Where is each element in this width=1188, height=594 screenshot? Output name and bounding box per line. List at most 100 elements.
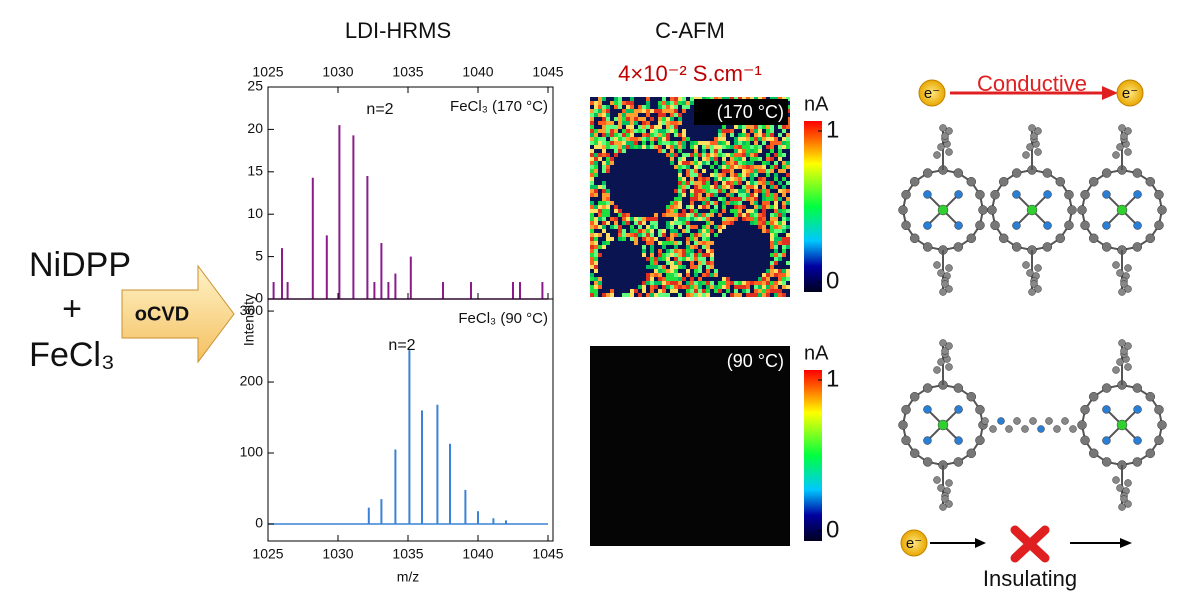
afm-pixel [782, 161, 786, 165]
afm-pixel [698, 229, 702, 233]
afm-pixel [614, 141, 618, 145]
afm-pixel [666, 241, 670, 245]
afm-pixel [646, 265, 650, 269]
afm-pixel [678, 173, 682, 177]
afm-pixel [682, 145, 686, 149]
afm-pixel [658, 149, 662, 153]
afm-pixel [590, 121, 594, 125]
afm-pixel [694, 161, 698, 165]
afm-pixel [690, 169, 694, 173]
afm-pixel [686, 289, 690, 293]
afm-pixel [630, 237, 634, 241]
afm-pixel [594, 185, 598, 189]
afm-pixel [766, 129, 770, 133]
afm-pixel [598, 97, 602, 101]
afm-pixel [630, 137, 634, 141]
afm-pixel [678, 217, 682, 221]
afm-pixel [746, 217, 750, 221]
afm-pixel [678, 113, 682, 117]
afm-pixel [726, 185, 730, 189]
afm-pixel [634, 145, 638, 149]
afm-pixel [590, 205, 594, 209]
afm-pixel [754, 125, 758, 129]
afm-pixel [702, 245, 706, 249]
afm-pixel [602, 169, 606, 173]
afm-pixel [714, 181, 718, 185]
afm-pixel [714, 209, 718, 213]
afm-pixel [590, 133, 594, 137]
afm-pixel [698, 253, 702, 257]
atom [1157, 420, 1167, 430]
afm-pixel [678, 185, 682, 189]
atom [1116, 204, 1128, 216]
afm-pixel [746, 145, 750, 149]
afm-pixel [646, 217, 650, 221]
afm-pixel [594, 145, 598, 149]
afm-pixel [742, 281, 746, 285]
afm-pixel [694, 153, 698, 157]
afm-pixel [690, 265, 694, 269]
electron [1116, 79, 1144, 107]
afm-pixel [654, 145, 658, 149]
afm-pixel [658, 141, 662, 145]
afm-pixel [770, 265, 774, 269]
afm-pixel [782, 125, 786, 129]
afm-pixel [658, 293, 662, 297]
afm-pixel [742, 125, 746, 129]
afm-pixel [630, 97, 634, 101]
afm-pixel [754, 217, 758, 221]
afm-pixel [690, 233, 694, 237]
afm-pixel [594, 113, 598, 117]
afm-pixel [770, 237, 774, 241]
afm-pixel [718, 189, 722, 193]
atom [989, 425, 997, 433]
afm-pixel [686, 185, 690, 189]
afm-pixel [590, 237, 594, 241]
atom [1116, 143, 1124, 151]
afm-pixel [774, 141, 778, 145]
afm-pixel [742, 185, 746, 189]
afm-pixel [690, 201, 694, 205]
afm-pixel [710, 265, 714, 269]
afm-pixel [738, 161, 742, 165]
afm-pixel [726, 289, 730, 293]
afm-pixel [690, 153, 694, 157]
afm-pixel [754, 149, 758, 153]
afm-pixel [782, 237, 786, 241]
atom [953, 457, 964, 467]
afm-pixel [638, 145, 642, 149]
afm-pixel [646, 97, 650, 101]
afm-pixel [650, 237, 654, 241]
afm-pixel [666, 109, 670, 113]
afm-pixel [766, 137, 770, 141]
atom [945, 264, 953, 272]
afm-pixel [650, 257, 654, 261]
afm-pixel [598, 185, 602, 189]
afm-pixel [646, 109, 650, 113]
afm-pixel [670, 229, 674, 233]
afm-pixel [742, 189, 746, 193]
afm-pixel [690, 97, 694, 101]
afm-pixel [770, 241, 774, 245]
afm-pixel [602, 241, 606, 245]
afm-pixel [618, 229, 622, 233]
afm-pixel [678, 161, 682, 165]
afm-pixel [730, 189, 734, 193]
afm-pixel [722, 185, 726, 189]
afm-pixel [670, 105, 674, 109]
atom [1118, 339, 1126, 347]
afm-pixel [766, 277, 770, 281]
afm-pixel [746, 281, 750, 285]
afm-pixel [694, 233, 698, 237]
afm-pixel [774, 205, 778, 209]
afm-pixel [694, 269, 698, 273]
afm-pixel [782, 177, 786, 181]
afm-pixel [622, 221, 626, 225]
atom [941, 132, 949, 140]
afm-pixel [666, 133, 670, 137]
afm-pixel [670, 129, 674, 133]
afm-pixel [650, 221, 654, 225]
afm-pixel [594, 169, 598, 173]
afm-pixel [614, 209, 618, 213]
afm-pixel [674, 273, 678, 277]
